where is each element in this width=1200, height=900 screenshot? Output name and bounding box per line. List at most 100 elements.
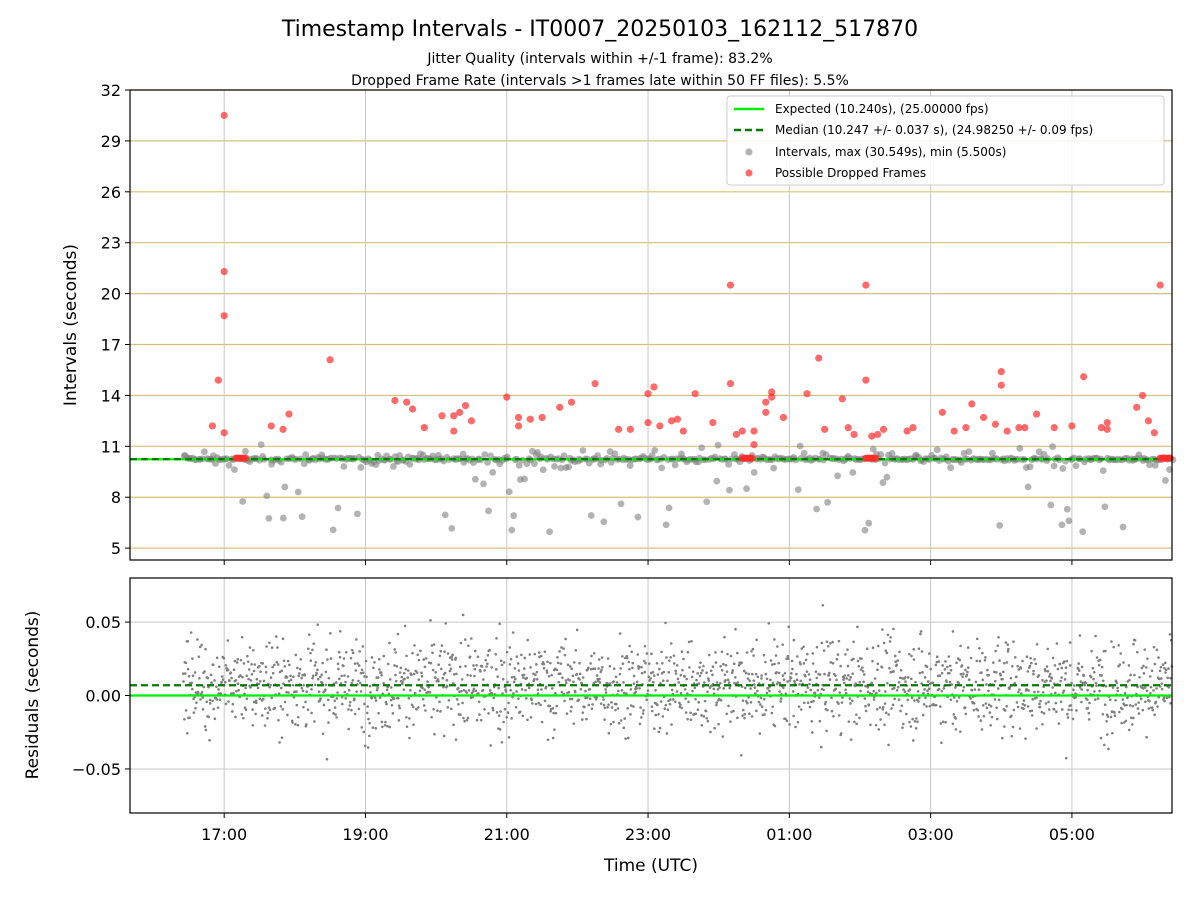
interval-point	[1024, 483, 1032, 491]
residual-point	[1113, 714, 1117, 717]
residual-point	[823, 702, 827, 706]
residual-point	[287, 691, 290, 694]
residual-point	[316, 677, 320, 681]
residual-point	[773, 662, 776, 666]
residual-point	[289, 674, 292, 678]
residual-point	[328, 708, 331, 712]
residual-point	[1049, 679, 1052, 683]
interval-point	[448, 524, 456, 532]
residual-point	[727, 681, 731, 684]
residual-point	[405, 654, 408, 658]
residual-point	[1032, 669, 1035, 673]
residual-point	[943, 668, 947, 671]
residual-point	[279, 686, 283, 690]
residual-point	[338, 655, 342, 659]
residual-point	[995, 706, 998, 709]
residual-point	[384, 720, 387, 724]
residual-point	[966, 666, 970, 669]
residual-point	[876, 644, 880, 648]
interval-point	[879, 479, 887, 486]
residual-point	[289, 678, 293, 682]
residual-point	[802, 645, 805, 649]
residual-point	[847, 720, 851, 723]
residual-point	[980, 671, 983, 674]
residual-point	[1076, 673, 1079, 676]
residual-point	[729, 720, 732, 723]
residual-point	[1003, 725, 1006, 728]
residual-point	[1025, 655, 1029, 659]
dropped-frame-point	[1103, 425, 1111, 433]
residual-point	[450, 658, 454, 661]
residual-point	[1163, 661, 1167, 665]
residual-point	[533, 652, 537, 656]
residual-point	[485, 665, 488, 668]
residual-point	[1153, 662, 1157, 666]
residual-point	[806, 686, 810, 689]
residual-point	[679, 691, 683, 695]
residual-point	[719, 681, 722, 685]
residual-point	[183, 672, 187, 675]
residual-point	[770, 663, 774, 666]
dropped-frame-point	[285, 410, 293, 418]
residual-point	[368, 734, 371, 738]
residual-point	[380, 725, 384, 729]
residual-point	[657, 713, 660, 716]
residual-point	[995, 671, 998, 674]
residual-point	[286, 659, 290, 663]
residual-point	[746, 677, 750, 680]
residual-point	[472, 687, 476, 691]
residual-point	[566, 663, 570, 667]
residual-point	[966, 670, 969, 674]
residual-point	[517, 697, 520, 700]
residual-point	[938, 705, 942, 708]
residual-point	[767, 622, 771, 625]
residual-point	[358, 650, 361, 653]
residual-point	[718, 686, 721, 689]
residual-point	[999, 673, 1002, 677]
residual-point	[669, 642, 673, 645]
residuals-y-tick-label: 0.05	[85, 613, 121, 632]
interval-point	[617, 500, 625, 508]
residual-point	[393, 664, 396, 667]
residual-point	[783, 671, 787, 675]
legend-box	[726, 95, 1165, 186]
residual-point	[197, 655, 201, 658]
residual-point	[622, 691, 626, 695]
residual-point	[240, 635, 244, 639]
dropped-frame-point	[748, 454, 756, 462]
residual-point	[274, 635, 278, 638]
residual-point	[730, 671, 734, 674]
residual-point	[872, 689, 876, 693]
interval-point	[357, 464, 365, 471]
residual-point	[1139, 697, 1143, 701]
residual-point	[439, 710, 442, 713]
residual-point	[610, 706, 614, 709]
residual-point	[497, 714, 501, 718]
residual-point	[1078, 634, 1082, 637]
residual-point	[843, 674, 847, 677]
residual-point	[768, 689, 771, 693]
residual-point	[428, 691, 432, 694]
x-tick-label: 17:00	[201, 825, 247, 844]
residual-point	[834, 674, 837, 677]
residual-point	[888, 640, 892, 643]
residual-point	[1047, 708, 1051, 711]
residual-point	[564, 679, 568, 682]
residual-point	[413, 644, 416, 647]
residual-point	[495, 637, 498, 640]
chart-title: Timestamp Intervals - IT0007_20250103_16…	[281, 17, 918, 42]
residual-point	[837, 639, 841, 643]
residual-point	[647, 662, 651, 665]
dropped-frame-point	[879, 425, 888, 433]
residual-point	[581, 711, 585, 714]
intervals-y-axis-label: Intervals (seconds)	[61, 244, 81, 406]
residual-point	[247, 668, 251, 671]
residual-point	[1142, 664, 1145, 668]
residual-point	[260, 714, 264, 717]
residual-point	[1048, 672, 1052, 676]
residual-point	[277, 718, 280, 722]
residual-point	[1000, 736, 1004, 740]
residual-point	[665, 732, 669, 735]
residuals-y-tick-label: −0.05	[72, 760, 121, 779]
